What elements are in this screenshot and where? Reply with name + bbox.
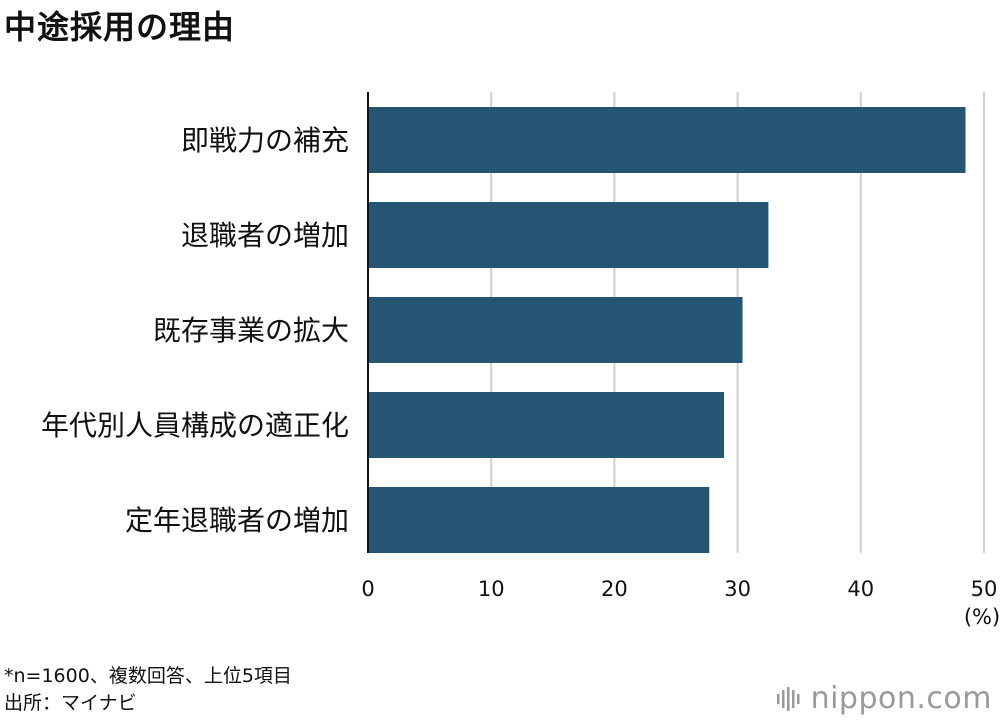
x-tick-label-30: 30 bbox=[724, 577, 751, 601]
category-label-0: 即戦力の補充 bbox=[181, 124, 349, 157]
logo-text: nippon.com bbox=[810, 681, 992, 716]
unit-label: (%) bbox=[964, 605, 1000, 629]
bar-0 bbox=[368, 107, 966, 173]
x-tick-label-50: 50 bbox=[971, 577, 998, 601]
logo-bars-icon bbox=[776, 686, 800, 711]
x-tick-label-0: 0 bbox=[361, 577, 374, 601]
x-tick-label-20: 20 bbox=[601, 577, 628, 601]
category-label-4: 定年退職者の増加 bbox=[125, 504, 349, 537]
bar-3 bbox=[368, 392, 725, 458]
chart-title: 中途採用の理由 bbox=[4, 8, 236, 46]
footnote-source: 出所：マイナビ bbox=[4, 692, 137, 714]
category-label-1: 退職者の増加 bbox=[181, 219, 349, 252]
category-label-3: 年代別人員構成の適正化 bbox=[41, 409, 349, 442]
nippon-logo: nippon.com bbox=[776, 681, 992, 716]
bar-2 bbox=[368, 297, 743, 363]
category-label-2: 既存事業の拡大 bbox=[153, 314, 349, 347]
x-tick-label-40: 40 bbox=[847, 577, 874, 601]
bar-1 bbox=[368, 202, 769, 268]
footnote-sample: *n=1600、複数回答、上位5項目 bbox=[4, 665, 292, 687]
bar-4 bbox=[368, 487, 710, 553]
x-tick-label-10: 10 bbox=[478, 577, 505, 601]
